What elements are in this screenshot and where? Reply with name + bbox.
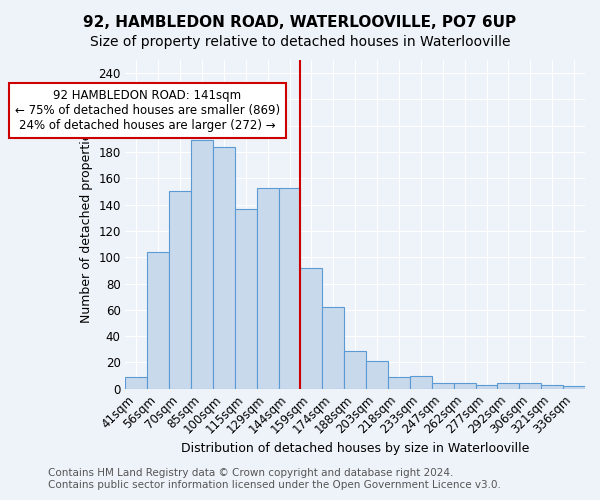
Bar	[410, 376, 432, 388]
Bar	[541, 385, 563, 388]
Bar	[497, 384, 520, 388]
Bar	[191, 140, 213, 388]
Bar	[169, 192, 191, 388]
Bar	[344, 350, 366, 389]
Bar	[213, 147, 235, 388]
Bar	[476, 385, 497, 388]
Bar	[257, 188, 278, 388]
Text: 92 HAMBLEDON ROAD: 141sqm
← 75% of detached houses are smaller (869)
24% of deta: 92 HAMBLEDON ROAD: 141sqm ← 75% of detac…	[15, 89, 280, 132]
Bar	[125, 377, 148, 388]
Bar	[235, 208, 257, 388]
Bar	[520, 384, 541, 388]
Bar	[322, 307, 344, 388]
Y-axis label: Number of detached properties: Number of detached properties	[80, 126, 92, 323]
Bar	[148, 252, 169, 388]
Bar	[454, 384, 476, 388]
Bar	[301, 268, 322, 388]
Bar	[278, 188, 301, 388]
Bar	[388, 377, 410, 388]
Text: Contains HM Land Registry data © Crown copyright and database right 2024.
Contai: Contains HM Land Registry data © Crown c…	[48, 468, 501, 490]
Bar	[432, 384, 454, 388]
Bar	[563, 386, 585, 388]
Text: Size of property relative to detached houses in Waterlooville: Size of property relative to detached ho…	[90, 35, 510, 49]
X-axis label: Distribution of detached houses by size in Waterlooville: Distribution of detached houses by size …	[181, 442, 529, 455]
Text: 92, HAMBLEDON ROAD, WATERLOOVILLE, PO7 6UP: 92, HAMBLEDON ROAD, WATERLOOVILLE, PO7 6…	[83, 15, 517, 30]
Bar	[366, 361, 388, 388]
